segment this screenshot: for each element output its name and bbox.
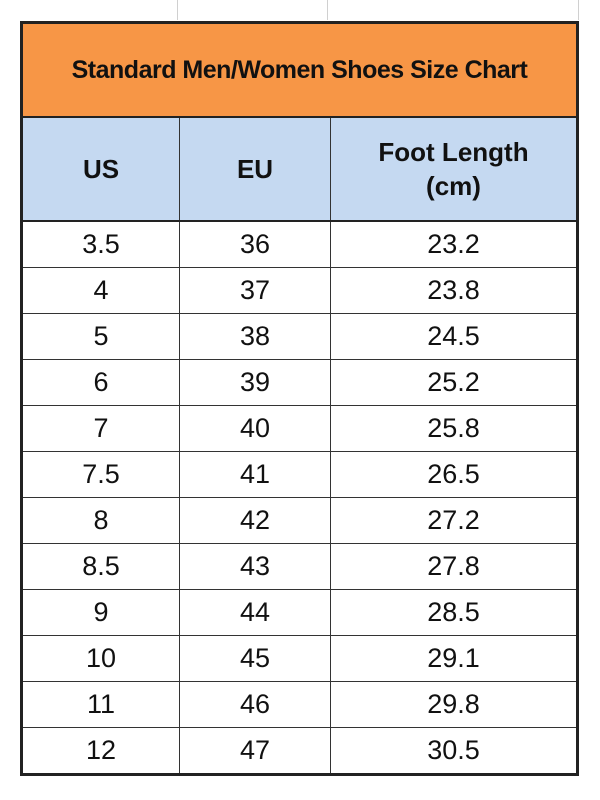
cell-cm: 25.8 <box>330 405 578 452</box>
cell-eu: 41 <box>179 451 331 498</box>
size-chart-table: Standard Men/Women Shoes Size Chart US E… <box>20 21 579 776</box>
cell-eu: 44 <box>179 589 331 636</box>
cell-us: 8 <box>21 497 180 544</box>
table-row: 4 37 23.8 <box>21 267 578 314</box>
table-row: 11 46 29.8 <box>21 681 578 728</box>
table-row: 7.5 41 26.5 <box>21 451 578 498</box>
cell-us: 7 <box>21 405 180 452</box>
cell-cm: 29.8 <box>330 681 578 728</box>
table-row: 8 42 27.2 <box>21 497 578 544</box>
cell-cm: 26.5 <box>330 451 578 498</box>
table-row: 8.5 43 27.8 <box>21 543 578 590</box>
cell-eu: 39 <box>179 359 331 406</box>
cell-us: 12 <box>21 727 180 775</box>
chart-title: Standard Men/Women Shoes Size Chart <box>21 22 578 118</box>
header-foot-length-label: Foot Length <box>378 137 529 167</box>
table-row: 12 47 30.5 <box>21 727 578 775</box>
cell-eu: 46 <box>179 681 331 728</box>
cell-us: 5 <box>21 313 180 360</box>
cell-cm: 29.1 <box>330 635 578 682</box>
cell-us: 3.5 <box>21 220 180 268</box>
cell-us: 7.5 <box>21 451 180 498</box>
cell-eu: 47 <box>179 727 331 775</box>
cell-cm: 30.5 <box>330 727 578 775</box>
table-row: 7 40 25.8 <box>21 405 578 452</box>
spreadsheet-cell-stub <box>177 0 328 20</box>
header-row: US EU Foot Length (cm) <box>21 116 578 222</box>
cell-cm: 28.5 <box>330 589 578 636</box>
spreadsheet-cell-stub <box>327 0 579 20</box>
header-us: US <box>21 116 180 222</box>
cell-eu: 38 <box>179 313 331 360</box>
cell-eu: 42 <box>179 497 331 544</box>
cell-cm: 23.2 <box>330 220 578 268</box>
header-foot-length-unit: (cm) <box>426 171 481 201</box>
cell-us: 4 <box>21 267 180 314</box>
cell-us: 6 <box>21 359 180 406</box>
cell-cm: 27.2 <box>330 497 578 544</box>
table-row: 6 39 25.2 <box>21 359 578 406</box>
cell-us: 11 <box>21 681 180 728</box>
cell-eu: 37 <box>179 267 331 314</box>
cell-cm: 23.8 <box>330 267 578 314</box>
header-eu: EU <box>179 116 331 222</box>
header-foot-length: Foot Length (cm) <box>330 116 578 222</box>
cell-eu: 36 <box>179 220 331 268</box>
cell-us: 9 <box>21 589 180 636</box>
cell-eu: 43 <box>179 543 331 590</box>
cell-cm: 24.5 <box>330 313 578 360</box>
cell-cm: 27.8 <box>330 543 578 590</box>
cell-eu: 45 <box>179 635 331 682</box>
table-row: 9 44 28.5 <box>21 589 578 636</box>
table-row: 3.5 36 23.2 <box>21 220 578 268</box>
table-row: 10 45 29.1 <box>21 635 578 682</box>
cell-cm: 25.2 <box>330 359 578 406</box>
cell-us: 8.5 <box>21 543 180 590</box>
spreadsheet-cell-stub <box>0 0 178 20</box>
cell-eu: 40 <box>179 405 331 452</box>
table-row: 5 38 24.5 <box>21 313 578 360</box>
cell-us: 10 <box>21 635 180 682</box>
